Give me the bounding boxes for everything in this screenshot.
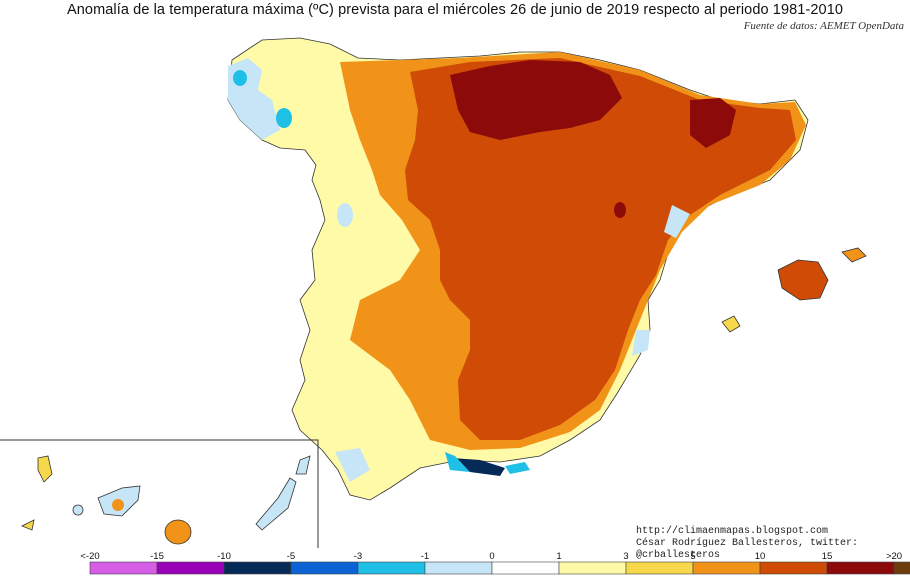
data-source-note: Fuente de datos: AEMET OpenData — [743, 20, 904, 32]
zone-10-15 — [405, 58, 796, 440]
legend-swatch — [625, 561, 694, 575]
legend-tick-label: -3 — [354, 551, 362, 562]
zone-cool-south — [335, 448, 370, 482]
map-title: Anomalía de la temperatura máxima (ºC) p… — [66, 2, 844, 18]
balearic-mallorca — [777, 259, 829, 301]
credits-url: http://climaenmapas.blogspot.com — [636, 526, 829, 537]
legend-swatch — [424, 561, 493, 575]
zone-cold-alboran — [452, 458, 505, 476]
legend-swatch — [290, 561, 359, 575]
legend-tick-label: 1 — [556, 551, 561, 562]
legend-swatch — [893, 561, 910, 575]
balearic-menorca — [841, 247, 867, 263]
balearic-ibiza — [721, 315, 741, 333]
color-legend: <-20 -15 -10 -5 -3 -1 0 1 3 5 10 15 >20 — [80, 551, 910, 575]
legend-tick-label: -10 — [217, 551, 231, 562]
canary-la-palma — [37, 455, 53, 483]
legend-swatch — [558, 561, 627, 575]
legend-tick-label: -5 — [287, 551, 295, 562]
legend-tick-label: 3 — [623, 551, 628, 562]
canary-lanzarote — [295, 455, 311, 475]
canary-el-hierro — [21, 519, 35, 531]
canary-fuerteventura — [255, 477, 297, 531]
legend-swatch — [89, 561, 158, 575]
temperature-anomaly-map — [0, 37, 867, 548]
legend-tick-label: <-20 — [80, 551, 99, 562]
legend-swatch — [357, 561, 426, 575]
legend-tick-label: 0 — [489, 551, 494, 562]
credits-author: César Rodríguez Ballesteros, twitter: @c… — [636, 538, 859, 561]
legend-swatch — [156, 561, 225, 575]
hot-spot — [614, 202, 626, 218]
legend-swatch — [491, 561, 560, 575]
credits: http://climaenmapas.blogspot.com César R… — [636, 526, 910, 562]
legend-swatch — [759, 561, 828, 575]
legend-tick-label: -1 — [421, 551, 429, 562]
canary-gran-canaria — [164, 519, 192, 545]
zone-15-20-east — [690, 98, 736, 148]
legend-tick-label: 15 — [822, 551, 833, 562]
canary-la-gomera — [72, 504, 84, 516]
canary-inset-frame — [0, 439, 319, 548]
legend-swatch — [692, 561, 761, 575]
legend-swatch — [223, 561, 292, 575]
zone-15-20 — [450, 60, 622, 140]
legend-tick-label: 5 — [690, 551, 695, 562]
legend-swatch — [826, 561, 895, 575]
legend-tick-label: 10 — [755, 551, 766, 562]
legend-tick-label: -15 — [150, 551, 164, 562]
legend-tick-label: >20 — [886, 551, 902, 562]
